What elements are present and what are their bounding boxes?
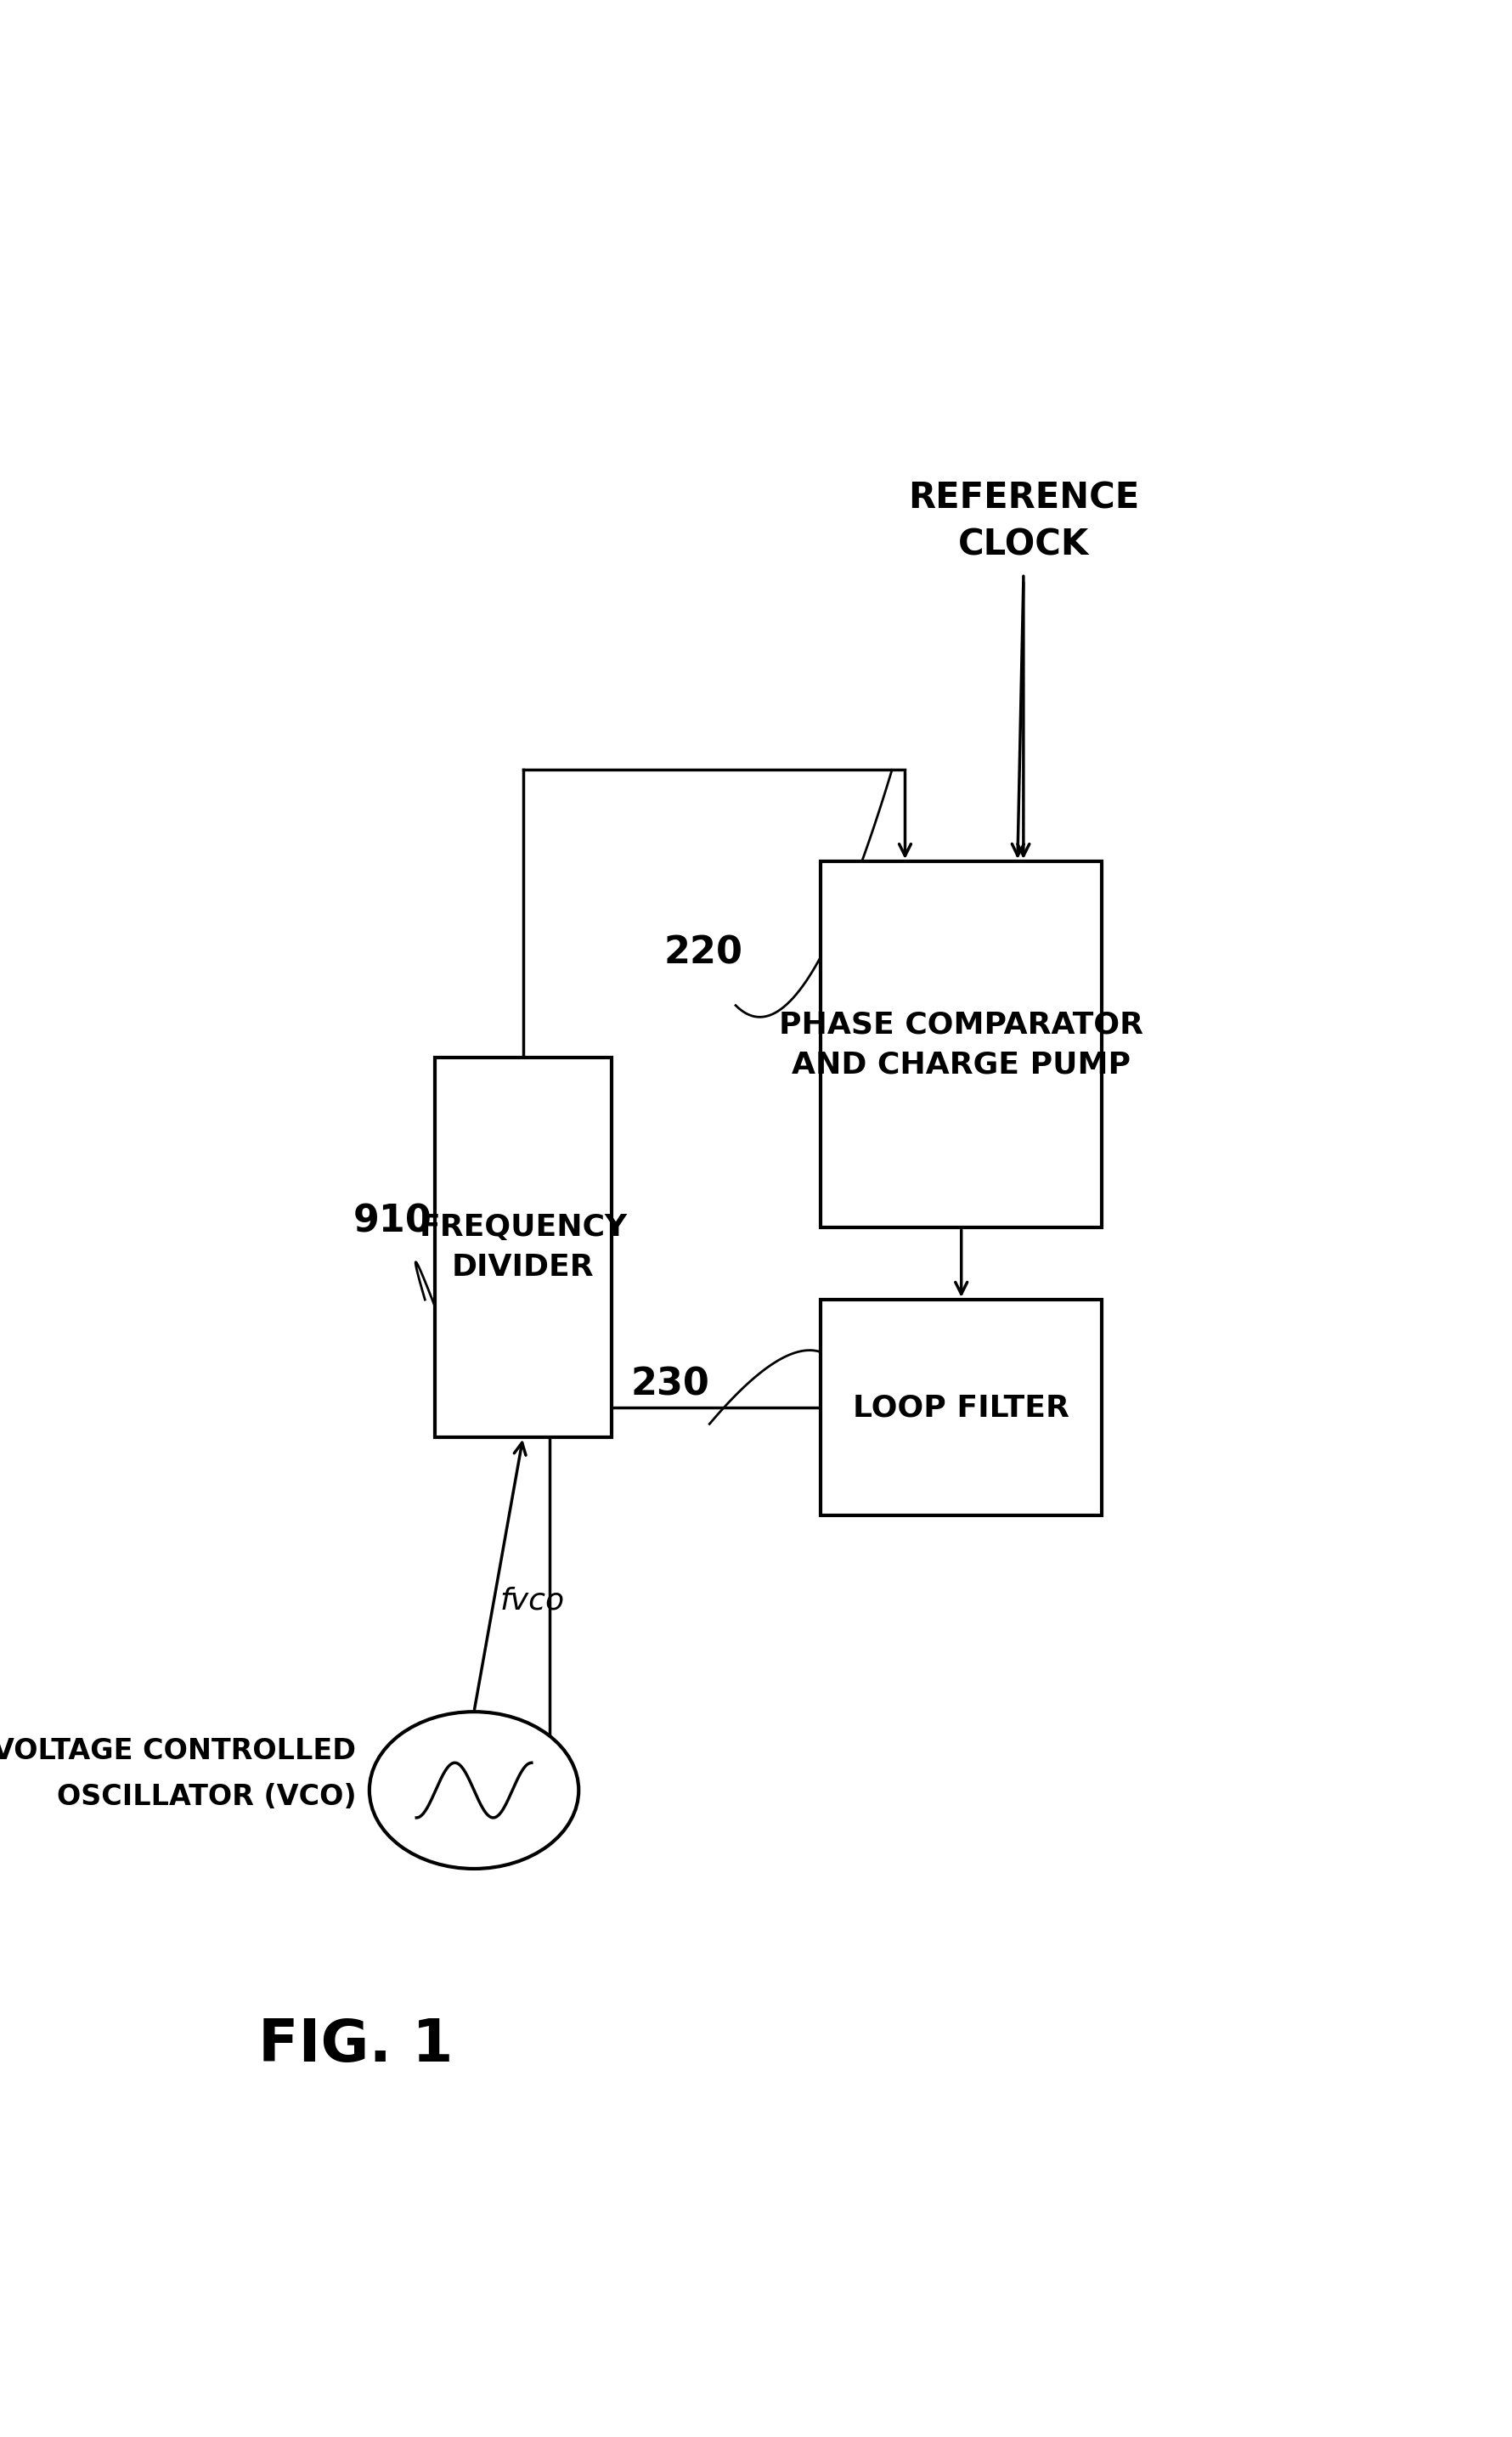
Text: OSCILLATOR (VCO): OSCILLATOR (VCO) bbox=[57, 1784, 357, 1811]
Text: PHASE COMPARATOR
AND CHARGE PUMP: PHASE COMPARATOR AND CHARGE PUMP bbox=[779, 1009, 1143, 1080]
Text: fvco: fvco bbox=[500, 1586, 565, 1616]
Text: REFERENCE
CLOCK: REFERENCE CLOCK bbox=[907, 480, 1139, 563]
Text: LOOP FILTER: LOOP FILTER bbox=[853, 1394, 1069, 1423]
Text: FREQUENCY
DIVIDER: FREQUENCY DIVIDER bbox=[419, 1214, 627, 1282]
Text: 200:VOLTAGE CONTROLLED: 200:VOLTAGE CONTROLLED bbox=[0, 1738, 357, 1764]
Ellipse shape bbox=[369, 1711, 579, 1869]
Text: FIG. 1: FIG. 1 bbox=[259, 2018, 454, 2074]
Bar bbox=[435, 1058, 611, 1438]
Text: 910: 910 bbox=[352, 1204, 432, 1240]
Bar bbox=[821, 1299, 1102, 1516]
Text: 220: 220 bbox=[664, 936, 742, 972]
Bar bbox=[821, 860, 1102, 1228]
Text: 230: 230 bbox=[631, 1367, 709, 1404]
